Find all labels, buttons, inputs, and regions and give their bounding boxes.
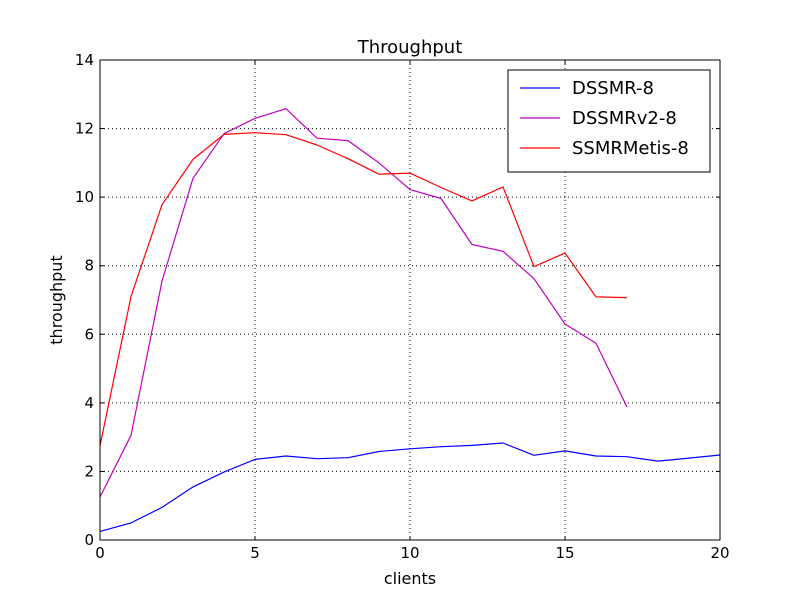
y-tick-label: 10: [75, 188, 94, 206]
series-lines: [99, 108, 721, 532]
x-tick-label: 15: [555, 544, 574, 562]
y-tick-label: 4: [84, 394, 94, 412]
legend-label: DSSMRv2-8: [572, 108, 677, 129]
y-tick-label: 12: [75, 120, 94, 138]
series-line-ssmrmetis-8: [99, 132, 628, 446]
x-tick-label: 5: [250, 544, 260, 562]
axis-ticks: 0 5 10 15 20 0 2 4 6 8 10 12 14: [75, 51, 730, 562]
y-tick-label: 0: [84, 531, 94, 549]
chart-title: Throughput: [357, 37, 463, 58]
y-tick-label: 8: [84, 257, 94, 275]
legend-label: SSMRMetis-8: [572, 138, 689, 159]
y-tick-label: 14: [75, 51, 94, 69]
x-tick-label: 10: [400, 544, 419, 562]
series-line-dssmrv2-8: [99, 108, 628, 498]
y-tick-label: 6: [84, 325, 94, 343]
x-tick-label: 0: [95, 544, 105, 562]
legend-label: DSSMR-8: [572, 78, 654, 99]
y-tick-label: 2: [84, 462, 94, 480]
x-tick-label: 20: [710, 544, 729, 562]
legend-box: [507, 69, 711, 173]
legend: DSSMR-8 DSSMRv2-8 SSMRMetis-8: [507, 69, 711, 173]
series-line-dssmr-8: [99, 442, 721, 532]
x-axis-label: clients: [384, 569, 436, 588]
y-axis-label: throughput: [47, 255, 66, 344]
